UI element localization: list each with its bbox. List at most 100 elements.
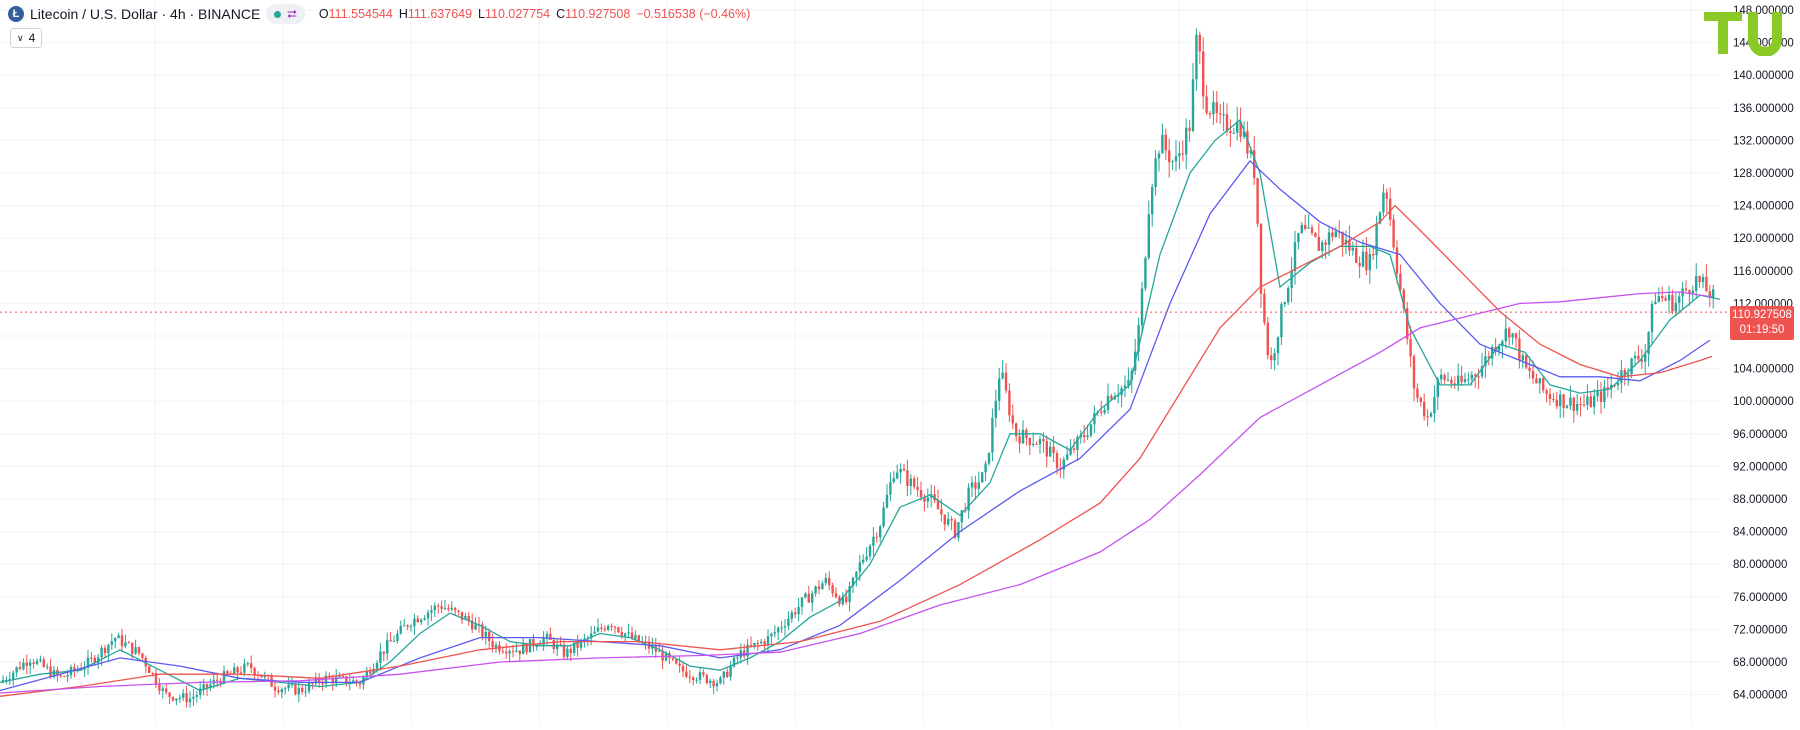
candle-body [1045, 441, 1048, 457]
candle-body [977, 482, 980, 489]
candle-body [124, 642, 127, 647]
candle-body [1049, 446, 1052, 457]
candle-body [239, 672, 243, 674]
symbol-status-pill[interactable]: ⮂ [266, 4, 305, 24]
candle-body [501, 651, 504, 653]
candle-body [185, 693, 188, 703]
symbol-title[interactable]: Litecoin / U.S. Dollar · 4h · BINANCE [30, 6, 261, 22]
candle-body [607, 625, 610, 630]
candle-body [896, 472, 899, 479]
candle-body [1399, 273, 1402, 290]
candle-body [1144, 257, 1147, 289]
candle-body [964, 510, 967, 512]
candle-body [243, 663, 246, 673]
moving-average-line-3 [0, 204, 1713, 697]
candle-body [1501, 341, 1504, 347]
candle-body [909, 478, 912, 486]
candle-body [1637, 355, 1640, 360]
candle-body [787, 618, 790, 627]
candle-body [688, 676, 691, 678]
candle-body [1542, 378, 1545, 391]
candle-body [409, 626, 413, 628]
candle-body [467, 615, 470, 621]
candle-body [919, 490, 923, 498]
candle-body [25, 662, 28, 666]
candle-body [205, 684, 209, 688]
candle-body [430, 610, 433, 613]
market-open-dot-icon [274, 10, 282, 18]
candle-body [1593, 396, 1596, 407]
candle-body [420, 619, 423, 623]
candle-body [399, 625, 402, 634]
candle-body [593, 631, 596, 634]
moving-average-line-1 [0, 118, 1721, 692]
candle-body [216, 679, 219, 681]
candle-body [1538, 378, 1541, 384]
candle-body [1480, 366, 1484, 377]
candle-body [627, 632, 630, 634]
candle-body [1372, 254, 1375, 256]
chevron-down-icon: ∨ [17, 32, 24, 43]
moving-average-layer [0, 118, 1721, 697]
candle-body [369, 670, 372, 674]
candle-body [46, 666, 49, 668]
share-icon[interactable]: ⮂ [287, 6, 297, 21]
candle-body [875, 536, 878, 538]
candle-body [403, 625, 406, 627]
candle-body [1487, 356, 1490, 359]
candle-body [1297, 233, 1300, 243]
y-tick-label: 104.000000 [1733, 364, 1794, 376]
candle-body [1259, 223, 1263, 294]
candle-body [855, 571, 858, 578]
candle-body [199, 688, 202, 695]
candle-body [1242, 131, 1246, 137]
candle-body [1671, 294, 1674, 312]
candle-body [794, 612, 797, 615]
candle-body [719, 677, 722, 684]
candle-body [103, 647, 107, 654]
candle-body [613, 626, 617, 628]
candle-body [1674, 302, 1677, 312]
candle-body [202, 684, 205, 689]
candle-body [851, 577, 855, 587]
candle-body [1705, 276, 1708, 292]
candle-body [1331, 232, 1334, 237]
candle-body [161, 688, 164, 691]
candle-body [991, 417, 994, 453]
candle-body [1222, 114, 1225, 116]
candle-body [358, 682, 362, 685]
candle-body [1644, 353, 1647, 362]
candle-body [1089, 424, 1093, 436]
candle-body [522, 643, 525, 655]
candle-body [1511, 333, 1514, 338]
candle-body [120, 635, 124, 647]
candle-body [450, 607, 453, 610]
candle-body [845, 596, 848, 603]
candle-body [943, 514, 946, 525]
candle-body [1647, 332, 1650, 354]
candle-body [263, 675, 266, 678]
indicators-toggle-button[interactable]: ∨ 4 [10, 28, 43, 48]
candle-body [1433, 397, 1436, 414]
candle-body [481, 624, 484, 637]
candle-body [1351, 247, 1354, 251]
candle-body [1596, 391, 1599, 397]
candle-body [1627, 374, 1630, 376]
candle-body [1630, 358, 1633, 375]
price-axis[interactable]: 64.000000 68.000000 72.000000 76.000000 80.0… [1733, 5, 1794, 702]
candle-body [273, 686, 277, 691]
candle-body [386, 640, 389, 654]
y-tick-label: 72.000000 [1733, 624, 1787, 636]
candle-body [134, 647, 137, 654]
candle-body [304, 691, 307, 693]
bar-countdown: 01:19:50 [1739, 324, 1785, 336]
candle-body [1290, 270, 1293, 289]
candle-body [1698, 275, 1701, 283]
candle-body [1229, 131, 1232, 133]
candle-body [862, 559, 865, 563]
y-tick-label: 92.000000 [1733, 461, 1787, 473]
candle-body [1195, 34, 1198, 80]
candle-body [188, 698, 192, 703]
